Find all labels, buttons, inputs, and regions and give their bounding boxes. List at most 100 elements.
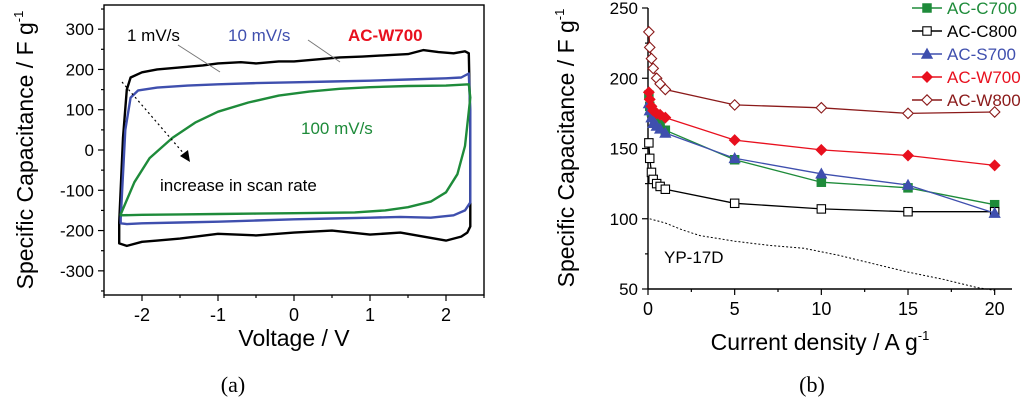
data-point-ac-s700 [728,151,741,164]
legend-item-ac-w800: AC-W800 [912,91,1021,110]
legend-label: AC-S700 [947,45,1016,64]
legend-label: AC-W700 [947,68,1021,87]
data-point-ac-c800 [729,198,740,209]
panel-a-y-tick-label: -200 [60,222,94,241]
panel-a-curves [118,48,472,248]
data-point-ac-s700 [659,126,672,138]
panel-a-y-tick-label: -300 [60,262,94,281]
legend-marker [921,94,933,106]
data-point-ac-w700 [654,108,667,121]
data-point-ac-c800 [644,153,655,164]
sample-label-ac-w700: AC-W700 [348,26,423,45]
data-point-ac-w800 [642,25,655,38]
data-point-ac-w800 [643,41,656,54]
label-1mv: 1 mV/s [127,26,180,45]
legend-label: AC-W800 [947,91,1021,110]
data-point-ac-c700 [816,177,827,187]
legend-item-ac-c800: AC-C800 [912,22,1017,41]
legend-marker [920,47,934,59]
panel-b-caption: (b) [799,372,825,397]
panel-a-x-tick-label: 1 [365,305,375,325]
data-point-ac-w700 [659,111,672,124]
data-point-ac-w800 [988,105,1001,118]
panel-a-y-tick-label: 0 [85,141,94,160]
panel-b-ticks: 0 5 10 15 20 50 100 150 200 250 [610,0,1005,319]
panel-a-y-axis-label: Specific Capacitance / F g-1 [11,11,38,290]
panel-b-y-tick-label: 200 [610,69,638,88]
panel-b-x-axis-label-sup: -1 [918,328,930,343]
series-yp-17d [649,218,995,291]
legend-marker [922,26,932,36]
legend-marker [921,71,933,83]
panel-a-y-tick-label: -100 [60,181,94,200]
panel-a-ticks: -2 -1 0 1 2 -300 -200 -100 0 100 200 300 [60,8,485,325]
panel-a-y-tick-label: 100 [66,101,94,120]
panel-b-x-tick-label: 10 [811,299,831,319]
panel-a-x-axis-label: Voltage / V [238,325,350,351]
data-point-ac-s700 [988,206,1001,218]
panel-b-x-axis-label: Current density / A g-1 [711,328,930,355]
panel-b-x-tick-label: 15 [898,299,918,319]
data-point-ac-c800 [660,184,671,194]
legend-label: AC-C700 [947,0,1017,18]
data-point-ac-w800 [815,101,828,114]
panel-b-x-axis-label-text: Current density / A g [711,329,918,355]
panel-a-x-tick-label: -1 [210,305,226,325]
panel-b-legend: AC-C700 AC-C800 AC-S700 AC-W700 AC-W800 [912,0,1021,110]
panel-b-x-tick-label: 0 [643,299,653,319]
panel-a-y-axis-label-sup: -1 [11,11,26,23]
panel-b-series [642,25,1001,291]
panel-a-y-tick-label: 300 [66,20,94,39]
panel-b-y-axis-label: Specific Capacitance / F g-1 [552,9,579,288]
series-ac-w700 [642,86,1001,172]
data-point-ac-s700 [654,122,667,134]
label-10mv: 10 mV/s [228,26,290,45]
legend-item-ac-s700: AC-S700 [912,45,1016,64]
panel-b-y-axis-label-sup: -1 [552,9,567,21]
panel-a-x-tick-label: 0 [289,305,299,325]
panel-a-caption: (a) [221,372,245,397]
data-point-ac-s700 [901,178,915,190]
data-point-ac-s700 [815,167,828,179]
data-point-ac-w800 [728,98,741,111]
panel-a-plot-frame [103,4,485,296]
data-point-ac-w700 [988,159,1001,172]
series-line-yp-17d [649,218,995,291]
panel-a-x-tick-label: 2 [441,305,451,325]
data-point-ac-c800 [903,206,913,217]
data-point-ac-c800 [816,204,827,214]
cv-loop-10-mv-s [119,72,472,226]
panel-a-x-tick-label: -2 [134,305,150,325]
data-point-ac-w800 [647,62,660,75]
data-point-ac-c800 [644,138,654,148]
panel-b-x-tick-label: 20 [985,299,1005,319]
series-line-ac-w800 [648,31,995,115]
label-1mv-leader-line [177,44,221,73]
data-point-ac-w700 [815,143,828,156]
label-yp17d: YP-17D [664,248,724,267]
data-point-ac-w700 [902,149,914,162]
panel-b-y-tick-label: 100 [610,210,638,229]
label-10mv-leader-line [307,39,341,63]
panel-a-y-axis-label-group: Specific Capacitance / F g-1 [11,11,38,290]
cv-loop-100-mv-s [119,83,472,217]
panel-b-y-tick-label: 150 [610,140,638,159]
data-point-ac-w700 [728,134,741,147]
scan-rate-arrow-line [121,81,186,156]
series-ac-s700 [642,97,1001,218]
data-point-ac-w800 [902,107,914,120]
data-point-ac-w800 [645,52,658,65]
panel-b-x-tick-label: 5 [730,299,740,319]
legend-label: AC-C800 [947,22,1017,41]
panel-a-cv-chart: -2 -1 0 1 2 -300 -200 -100 0 100 200 300 1 mV/s 10 … [11,4,485,397]
legend-item-ac-c700: AC-C700 [912,0,1017,18]
scan-rate-annotation: increase in scan rate [160,176,317,195]
label-100mv: 100 mV/s [301,119,373,138]
legend-marker [922,3,932,13]
panel-b-y-axis-label-group: Specific Capacitance / F g-1 [552,9,579,288]
panel-a-y-tick-label: 200 [66,60,94,79]
series-ac-w800 [642,25,1001,120]
panel-b-y-tick-label: 50 [619,280,638,299]
